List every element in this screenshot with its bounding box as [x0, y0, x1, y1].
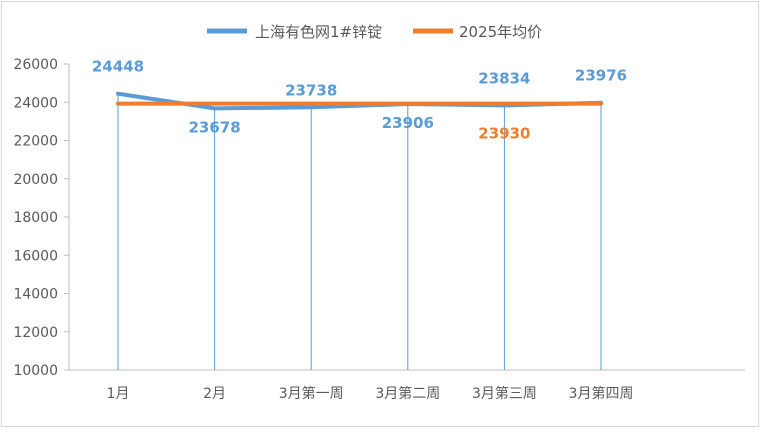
legend-label-average: 2025年均价: [459, 23, 542, 41]
y-tick-label: 20000: [13, 172, 58, 188]
x-tick-label: 3月第三周: [472, 385, 537, 402]
series-lines: [116, 91, 603, 111]
legend: 上海有色网1#锌锭 2025年均价: [207, 23, 542, 41]
data-label-zinc: 23834: [478, 69, 530, 87]
data-label-zinc: 23976: [575, 67, 627, 85]
data-labels: 24448 23678 23738 23906 23834 23976 23930: [92, 58, 627, 143]
x-tick-label: 2月: [203, 386, 226, 402]
y-tick-label: 16000: [13, 248, 58, 264]
data-label-zinc: 23678: [189, 118, 241, 136]
y-tick-label: 26000: [13, 57, 58, 73]
data-label-zinc: 23906: [382, 114, 434, 132]
legend-label-zinc: 上海有色网1#锌锭: [255, 23, 382, 41]
y-tick-label: 22000: [13, 134, 58, 150]
axes: 10000 12000 14000 16000 18000 20000 22000 24000…: [13, 57, 745, 402]
chart-frame: [1, 1, 759, 427]
y-tick-label: 12000: [13, 325, 58, 341]
y-tick-label: 14000: [13, 287, 58, 303]
y-tick-label: 24000: [13, 95, 58, 111]
data-label-zinc: 24448: [92, 58, 144, 76]
x-tick-label: 3月第四周: [569, 385, 634, 402]
x-tick-label: 3月第二周: [375, 385, 440, 402]
y-tick-label: 18000: [13, 210, 58, 226]
drop-lines: [117, 93, 602, 370]
data-label-average: 23930: [478, 125, 530, 143]
x-tick-label: 1月: [107, 386, 130, 402]
y-tick-label: 10000: [13, 363, 58, 379]
data-label-zinc: 23738: [285, 81, 337, 99]
x-tick-label: 3月第一周: [279, 385, 344, 402]
series-line-zinc: [116, 91, 603, 111]
